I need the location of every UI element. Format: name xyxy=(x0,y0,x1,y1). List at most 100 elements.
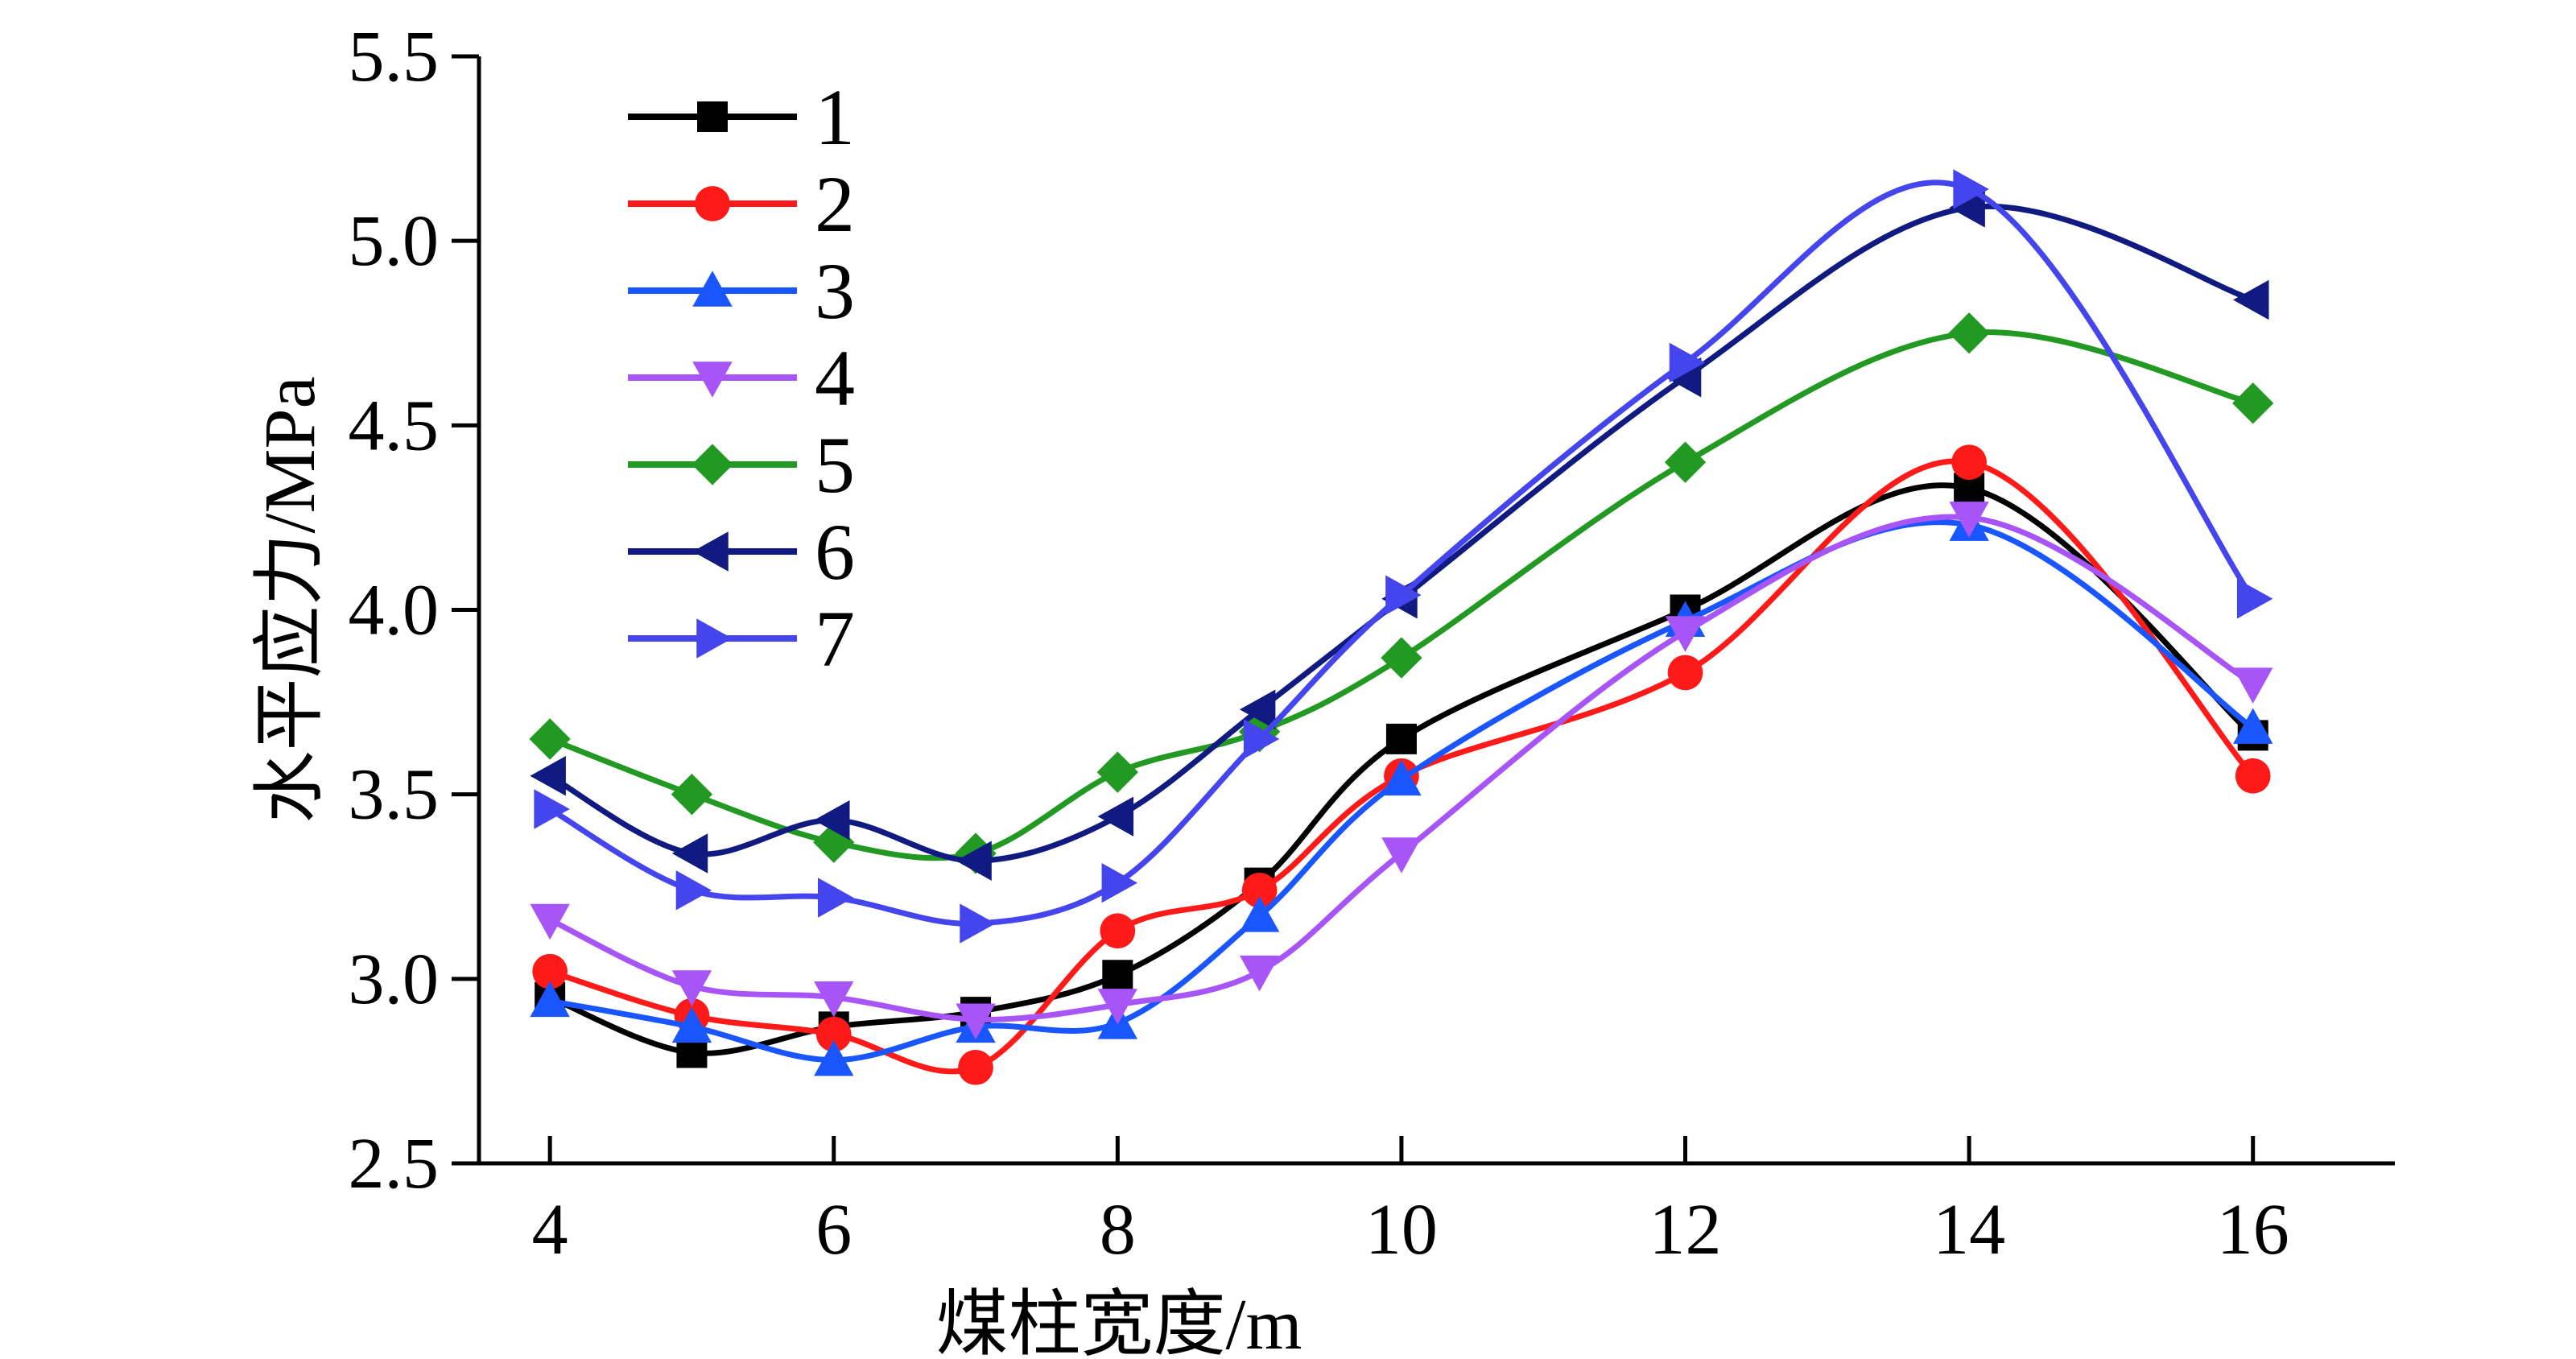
data-point xyxy=(1949,188,1985,228)
data-point xyxy=(2235,758,2271,794)
x-tick-label: 12 xyxy=(1649,1190,1722,1270)
data-point xyxy=(1100,913,1136,949)
data-point xyxy=(2236,579,2273,619)
series-line-4 xyxy=(548,514,2255,1022)
legend-label: 5 xyxy=(815,420,855,510)
data-point xyxy=(1951,444,1987,481)
data-point xyxy=(1239,955,1280,992)
data-point xyxy=(817,878,854,918)
x-axis-title: 煤柱宽度/m xyxy=(935,1285,1302,1359)
x-tick-label: 10 xyxy=(1365,1190,1438,1270)
legend-label: 1 xyxy=(815,72,855,162)
data-point xyxy=(532,953,568,989)
x-tick-label: 14 xyxy=(1933,1190,2005,1270)
data-point xyxy=(1948,312,1990,354)
data-point xyxy=(2233,279,2269,320)
data-point xyxy=(814,981,854,1018)
data-point xyxy=(1241,872,1278,908)
legend-marker xyxy=(692,531,729,572)
y-tick-label: 2.5 xyxy=(349,1124,440,1204)
data-point xyxy=(2233,667,2273,704)
data-point xyxy=(530,903,570,940)
legend-item-7: 7 xyxy=(628,594,855,684)
data-point xyxy=(1954,473,1985,504)
y-tick-label: 5.5 xyxy=(349,17,440,97)
y-axis-title: 水平应力/MPa xyxy=(250,376,330,823)
data-point xyxy=(956,1003,996,1039)
data-point xyxy=(676,1037,708,1068)
data-point xyxy=(1239,896,1280,932)
data-point xyxy=(1949,502,1989,538)
data-point xyxy=(1097,796,1134,836)
legend-item-2: 2 xyxy=(628,159,855,249)
x-tick-label: 8 xyxy=(1100,1190,1136,1270)
data-point xyxy=(530,756,566,796)
legend-item-6: 6 xyxy=(628,507,855,597)
legend-label: 4 xyxy=(815,333,855,423)
data-point xyxy=(671,1006,712,1043)
series-7 xyxy=(534,169,2273,944)
series-5 xyxy=(529,312,2274,874)
series-layer xyxy=(529,169,2274,1085)
legend-label: 2 xyxy=(815,159,855,249)
data-point xyxy=(1101,862,1138,903)
x-tick-label: 16 xyxy=(2217,1190,2289,1270)
data-point xyxy=(1385,723,1417,754)
data-point xyxy=(1669,342,1706,383)
legend-marker xyxy=(692,361,733,398)
legend-label: 7 xyxy=(815,594,855,684)
data-point xyxy=(2232,382,2274,424)
data-point xyxy=(529,718,571,760)
data-point xyxy=(814,800,850,841)
y-tick-label: 5.0 xyxy=(349,201,440,281)
series-3 xyxy=(530,505,2273,1076)
legend-item-5: 5 xyxy=(628,420,855,510)
data-point xyxy=(530,981,570,1018)
legend-item-4: 4 xyxy=(628,333,855,423)
series-6 xyxy=(530,188,2269,881)
series-4 xyxy=(530,502,2273,1039)
data-point xyxy=(1381,837,1422,874)
legend-marker xyxy=(696,618,733,659)
series-line-7 xyxy=(548,180,2256,927)
data-point xyxy=(1665,616,1706,652)
data-point xyxy=(1664,441,1707,483)
data-point xyxy=(813,821,855,863)
data-point xyxy=(1667,655,1703,691)
data-point xyxy=(1243,719,1280,759)
x-tick-label: 6 xyxy=(815,1190,852,1270)
data-point xyxy=(671,970,712,1006)
data-point xyxy=(671,774,713,816)
series-2 xyxy=(532,444,2271,1085)
y-tick-label: 3.0 xyxy=(349,940,440,1019)
data-point xyxy=(1381,759,1422,796)
y-tick-label: 4.5 xyxy=(349,386,440,465)
data-point xyxy=(1385,575,1422,615)
data-point xyxy=(956,841,992,881)
x-tick-label: 4 xyxy=(532,1190,568,1270)
series-line-3 xyxy=(549,519,2255,1064)
legend-item-1: 1 xyxy=(628,72,855,162)
y-tick-label: 3.5 xyxy=(349,755,440,835)
legend-marker xyxy=(691,444,733,485)
data-point xyxy=(1097,989,1138,1025)
data-point xyxy=(958,1049,993,1085)
data-point xyxy=(814,1039,854,1076)
data-point xyxy=(1096,751,1138,793)
data-point xyxy=(960,903,996,944)
legend-label: 6 xyxy=(815,507,855,597)
y-tick-label: 4.0 xyxy=(349,571,440,651)
data-point xyxy=(675,870,712,911)
data-point xyxy=(534,789,570,829)
legend-marker xyxy=(697,101,728,132)
axes: 2.53.03.54.04.55.05.54 6 8 10 12 14 16 xyxy=(349,17,2395,1270)
data-point xyxy=(1953,169,1989,209)
data-point xyxy=(815,1016,852,1052)
data-point xyxy=(1381,637,1422,679)
legend-item-3: 3 xyxy=(628,246,855,336)
data-point xyxy=(671,833,708,874)
data-point xyxy=(1239,689,1276,729)
legend-marker xyxy=(692,271,733,307)
